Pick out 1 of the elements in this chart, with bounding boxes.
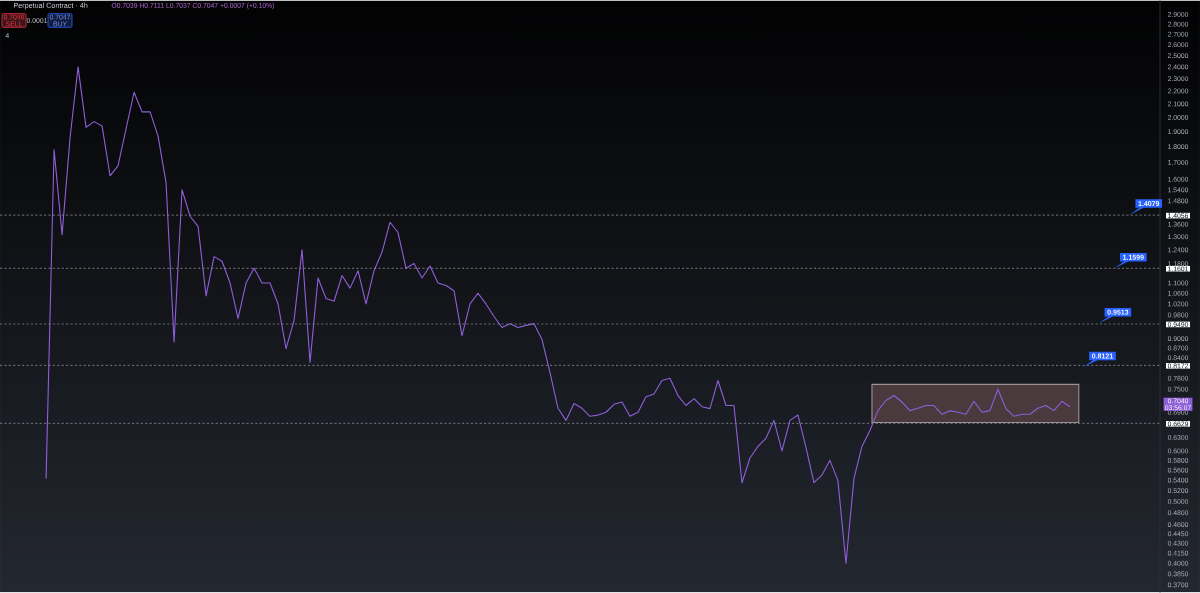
line-series [45,66,1071,564]
